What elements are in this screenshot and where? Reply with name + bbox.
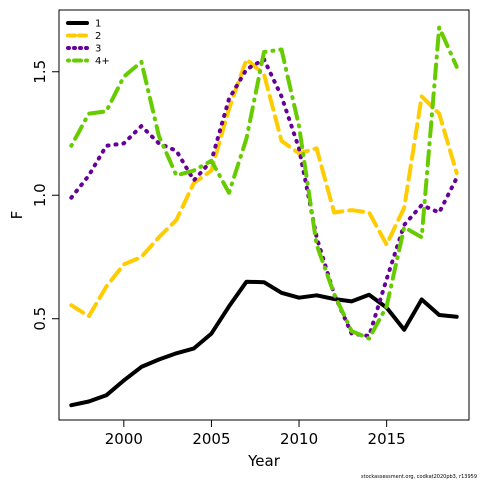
x-axis: 2000 2005 2010 2015 xyxy=(105,420,406,448)
x-axis-title: Year xyxy=(247,452,281,470)
legend-label-1: 1 xyxy=(95,19,101,30)
y-axis: 0.5 1.0 1.5 xyxy=(31,60,59,331)
y-tick-label: 1.5 xyxy=(31,60,49,84)
x-tick-label: 2005 xyxy=(192,430,230,448)
legend-label-2: 2 xyxy=(95,31,101,42)
series-line-1 xyxy=(69,279,459,408)
y-tick-label: 0.5 xyxy=(31,307,49,331)
y-tick-label: 1.0 xyxy=(31,183,49,207)
legend-label-4: 4+ xyxy=(95,56,110,67)
y-axis-title: F xyxy=(8,211,26,220)
series-layer xyxy=(69,25,459,408)
credit-text: stockassessment.org, codkat2020pb3, r139… xyxy=(361,474,477,480)
series-line-3 xyxy=(69,57,459,338)
legend: 12 34+ xyxy=(66,19,110,67)
series-line-4 xyxy=(69,25,459,341)
plot-frame xyxy=(58,9,470,421)
x-tick-label: 2015 xyxy=(368,430,406,448)
x-tick-label: 2010 xyxy=(280,430,318,448)
series-line-2 xyxy=(69,57,459,319)
x-tick-label: 2000 xyxy=(105,430,143,448)
legend-label-3: 3 xyxy=(95,44,101,55)
